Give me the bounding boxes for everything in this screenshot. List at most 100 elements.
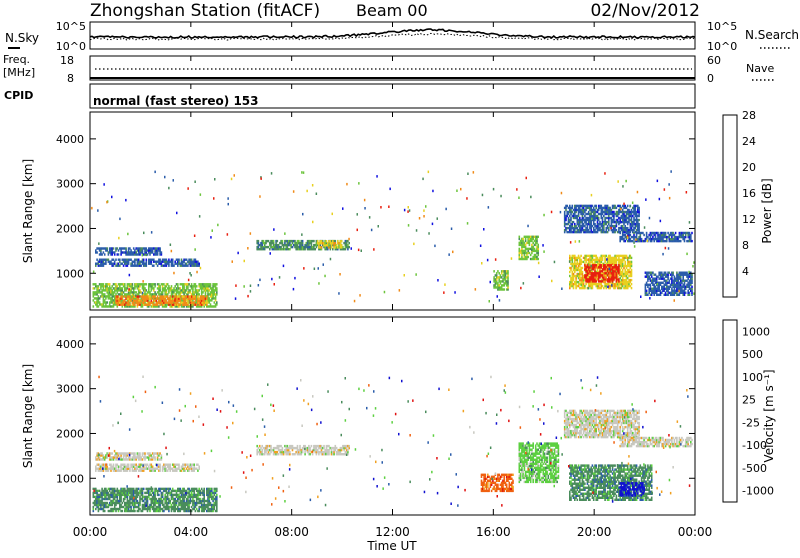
data-cell — [585, 209, 587, 211]
data-cell — [475, 288, 477, 291]
data-cell — [371, 229, 373, 232]
data-cell — [591, 194, 593, 197]
data-cell — [587, 287, 589, 290]
data-cell — [538, 262, 540, 265]
data-cell — [134, 287, 136, 289]
data-cell — [154, 295, 156, 297]
data-cell — [608, 274, 610, 276]
data-cell — [247, 247, 249, 250]
data-cell — [348, 242, 350, 244]
data-cell — [118, 295, 120, 297]
data-cell — [542, 244, 544, 247]
data-cell — [122, 295, 124, 297]
data-cell — [369, 216, 371, 219]
data-cell — [200, 267, 202, 270]
data-cell — [473, 171, 475, 174]
nsearch-label: N.Search — [745, 28, 799, 42]
data-cell — [669, 197, 671, 200]
data-cell — [250, 232, 252, 235]
data-cell — [142, 280, 144, 283]
data-cell — [415, 273, 417, 276]
data-cell — [678, 290, 680, 293]
data-cell — [341, 246, 343, 248]
data-cell — [619, 274, 621, 277]
data-cell — [277, 240, 279, 242]
nave-bottom-label: 0 — [707, 72, 714, 85]
data-cell — [294, 277, 296, 280]
data-cell — [170, 244, 172, 247]
freq-top-label: 18 — [60, 54, 74, 67]
data-cell — [399, 289, 401, 292]
data-cell — [693, 292, 695, 295]
data-cell — [324, 246, 326, 248]
data-cell — [198, 263, 200, 265]
data-cell — [357, 229, 359, 232]
data-cell — [314, 268, 316, 271]
data-cell — [531, 249, 533, 252]
data-cell — [686, 253, 688, 256]
data-cell — [127, 233, 129, 236]
data-cell — [146, 259, 148, 261]
data-cell — [691, 240, 693, 242]
data-cell — [437, 217, 439, 220]
data-cell — [618, 278, 620, 280]
data-cell — [357, 213, 359, 216]
data-cell — [409, 209, 411, 212]
data-cell — [480, 245, 482, 248]
data-cell — [147, 295, 149, 297]
data-cell — [573, 277, 575, 279]
data-cell — [633, 232, 635, 234]
data-cell — [432, 223, 434, 226]
colorbar-frame — [723, 115, 737, 297]
data-cell — [538, 276, 540, 279]
data-cell — [347, 248, 349, 250]
data-cell — [675, 232, 677, 234]
data-cell — [691, 282, 693, 284]
data-cell — [180, 298, 182, 300]
data-cell — [614, 283, 616, 286]
data-cell — [346, 183, 348, 186]
data-cell — [306, 190, 308, 193]
data-cell — [638, 223, 640, 225]
data-cell — [216, 301, 218, 303]
data-cell — [273, 240, 275, 242]
data-cell — [685, 236, 687, 238]
data-cell — [138, 298, 140, 300]
data-cell — [196, 285, 198, 287]
data-cell — [194, 181, 196, 184]
data-cell — [603, 223, 605, 226]
data-cell — [200, 193, 202, 196]
data-cell — [422, 178, 424, 181]
data-cell — [376, 175, 378, 178]
data-cell — [482, 194, 484, 197]
data-cell — [657, 283, 659, 286]
data-cell — [303, 171, 305, 174]
data-cell — [419, 217, 421, 220]
data-cell — [680, 240, 682, 242]
nsky-label: N.Sky — [5, 31, 39, 45]
data-cell — [106, 247, 108, 249]
data-cell — [443, 291, 445, 294]
data-cell — [138, 295, 140, 297]
data-cell — [235, 284, 237, 287]
data-cell — [493, 270, 495, 272]
power-y-label: Slant Range [km] — [21, 159, 35, 263]
data-cell — [318, 282, 320, 285]
data-cell — [598, 209, 600, 211]
data-cell — [660, 220, 662, 223]
data-cell — [551, 280, 553, 283]
data-cell — [99, 264, 101, 267]
data-cell — [631, 279, 633, 281]
data-cell — [228, 203, 230, 206]
data-cell — [389, 188, 391, 191]
data-cell — [631, 257, 633, 259]
nsky-line — [90, 29, 695, 38]
data-cell — [622, 185, 624, 188]
data-cell — [631, 265, 633, 267]
data-cell — [125, 247, 127, 249]
data-cell — [351, 247, 353, 250]
data-cell — [408, 224, 410, 227]
data-cell — [302, 213, 304, 216]
data-cell — [525, 238, 527, 240]
data-cell — [312, 184, 314, 187]
